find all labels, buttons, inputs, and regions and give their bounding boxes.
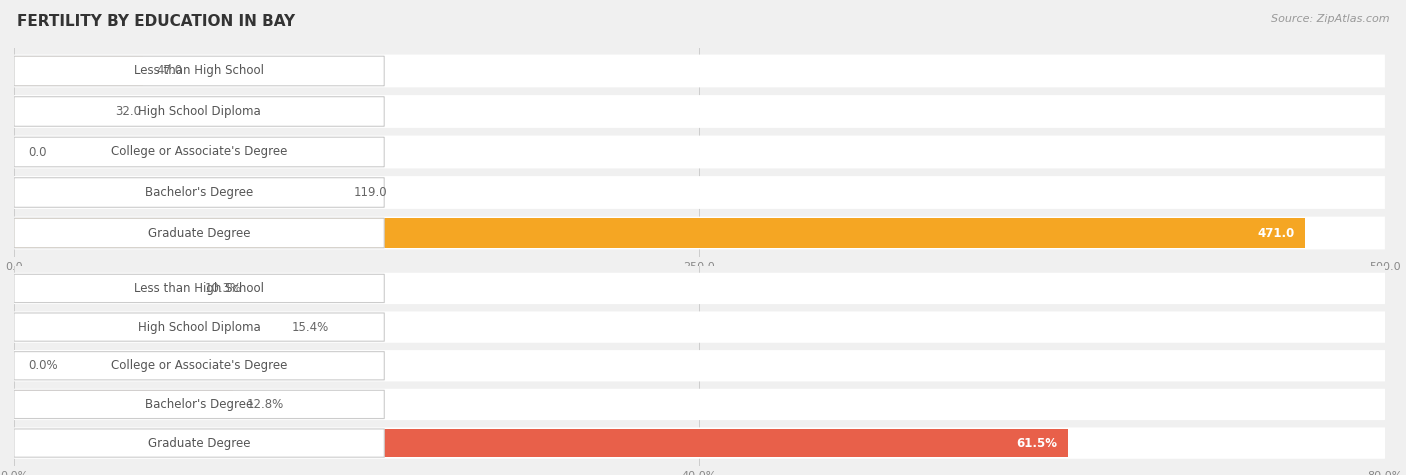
FancyBboxPatch shape — [14, 95, 1385, 128]
Bar — [14, 429, 1069, 457]
Text: College or Associate's Degree: College or Associate's Degree — [111, 359, 287, 372]
Bar — [14, 218, 1305, 247]
FancyBboxPatch shape — [14, 176, 1385, 209]
Text: 119.0: 119.0 — [354, 186, 388, 199]
FancyBboxPatch shape — [14, 218, 384, 248]
Bar — [14, 275, 191, 303]
Text: 10.3%: 10.3% — [204, 282, 242, 295]
FancyBboxPatch shape — [14, 312, 1385, 343]
Text: 61.5%: 61.5% — [1017, 437, 1057, 449]
Text: 0.0: 0.0 — [28, 145, 46, 159]
Text: Graduate Degree: Graduate Degree — [148, 437, 250, 449]
FancyBboxPatch shape — [14, 56, 384, 86]
Text: 0.0%: 0.0% — [28, 359, 58, 372]
Bar — [14, 313, 278, 341]
Text: College or Associate's Degree: College or Associate's Degree — [111, 145, 287, 159]
FancyBboxPatch shape — [14, 55, 1385, 87]
Bar — [14, 390, 233, 418]
Text: Less than High School: Less than High School — [134, 65, 264, 77]
FancyBboxPatch shape — [14, 428, 1385, 459]
FancyBboxPatch shape — [14, 97, 384, 126]
FancyBboxPatch shape — [14, 429, 384, 457]
FancyBboxPatch shape — [14, 352, 384, 380]
Text: Bachelor's Degree: Bachelor's Degree — [145, 398, 253, 411]
Text: Source: ZipAtlas.com: Source: ZipAtlas.com — [1271, 14, 1389, 24]
FancyBboxPatch shape — [14, 135, 1385, 169]
FancyBboxPatch shape — [14, 137, 384, 167]
Bar — [14, 57, 143, 86]
Text: 15.4%: 15.4% — [291, 321, 329, 333]
Text: 47.0: 47.0 — [156, 65, 183, 77]
FancyBboxPatch shape — [14, 273, 1385, 304]
Bar — [14, 178, 340, 207]
Text: 12.8%: 12.8% — [247, 398, 284, 411]
Text: FERTILITY BY EDUCATION IN BAY: FERTILITY BY EDUCATION IN BAY — [17, 14, 295, 29]
Text: Graduate Degree: Graduate Degree — [148, 227, 250, 239]
Text: Less than High School: Less than High School — [134, 282, 264, 295]
Text: Bachelor's Degree: Bachelor's Degree — [145, 186, 253, 199]
FancyBboxPatch shape — [14, 275, 384, 303]
Text: 32.0: 32.0 — [115, 105, 142, 118]
FancyBboxPatch shape — [14, 313, 384, 341]
FancyBboxPatch shape — [14, 389, 1385, 420]
Text: High School Diploma: High School Diploma — [138, 105, 260, 118]
FancyBboxPatch shape — [14, 390, 384, 418]
Text: 471.0: 471.0 — [1257, 227, 1295, 239]
FancyBboxPatch shape — [14, 178, 384, 207]
Bar — [14, 97, 101, 126]
FancyBboxPatch shape — [14, 350, 1385, 381]
Text: High School Diploma: High School Diploma — [138, 321, 260, 333]
FancyBboxPatch shape — [14, 217, 1385, 249]
